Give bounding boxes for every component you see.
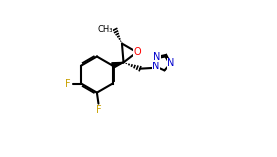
Text: CH₃: CH₃ — [97, 25, 112, 34]
Text: N: N — [153, 52, 160, 62]
Text: O: O — [133, 47, 141, 57]
Text: N: N — [152, 62, 159, 71]
Polygon shape — [112, 62, 124, 68]
Text: N: N — [167, 58, 175, 68]
Text: F: F — [96, 105, 101, 115]
Text: F: F — [65, 79, 71, 89]
